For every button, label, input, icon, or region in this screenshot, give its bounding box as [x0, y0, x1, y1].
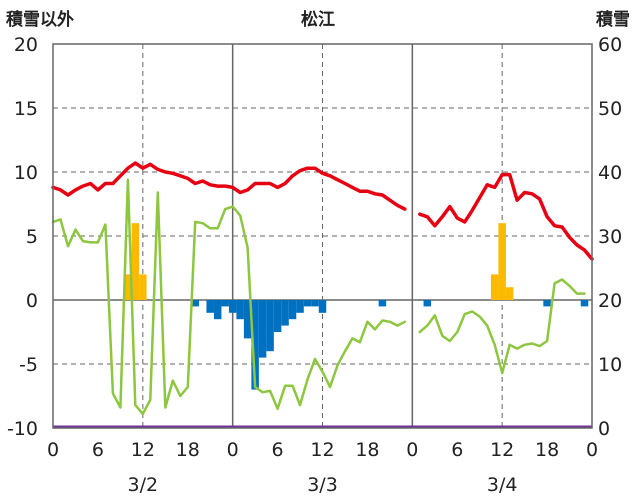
x-tick-label: 0 [586, 439, 598, 461]
right-tick-label: 60 [598, 34, 622, 56]
left-tick-label: 20 [14, 34, 38, 56]
right-tick-label: 40 [598, 162, 622, 184]
precip_neg_bar-bar [580, 300, 589, 307]
precip_neg_bar-bar [273, 300, 282, 332]
x-tick-label: 6 [92, 439, 104, 461]
right-tick-label: 20 [598, 290, 622, 312]
right-axis-ticks: 60 50 40 30 20 10 0 [598, 34, 622, 440]
right-axis-title: 積雪 [596, 9, 630, 30]
precip_neg_bar-bar [378, 300, 387, 307]
right-tick-label: 0 [598, 418, 610, 440]
snow_bar-bar [490, 274, 499, 300]
precip_neg_bar-bar [281, 300, 289, 326]
temperature-line [418, 172, 594, 261]
temperature-line [51, 161, 407, 211]
left-axis-ticks: 20 15 10 5 0 -5 -10 [7, 34, 38, 440]
precip_neg_bar-bar [266, 300, 274, 352]
x-tick-label: 18 [176, 439, 200, 461]
left-tick-label: 10 [14, 162, 38, 184]
precip_neg_bar-bar [243, 300, 252, 339]
precip_neg_bar-bar [303, 300, 312, 307]
precip_neg_bar-bar [423, 300, 432, 307]
precip_neg_bar-bar [258, 300, 267, 358]
left-tick-label: 15 [14, 98, 38, 120]
x-tick-label: 0 [227, 439, 239, 461]
date-labels: 3/2 3/3 3/4 [128, 474, 518, 496]
x-tick-label: 18 [535, 439, 559, 461]
precip_neg_bar-bar [311, 300, 319, 307]
precip_neg_bar-bar [213, 300, 222, 320]
precip_neg_bar-bar [191, 300, 199, 307]
humidity_line-line [418, 278, 586, 375]
snow_bar-bar [139, 274, 147, 300]
left-tick-label: -5 [19, 354, 38, 376]
precip_neg_bar-bar [296, 300, 304, 313]
snow_bar-bar [131, 223, 140, 300]
left-tick-label: 5 [26, 226, 38, 248]
date-label: 3/3 [307, 474, 338, 496]
precip_neg_bar-bar [318, 300, 327, 313]
x-tick-label: 0 [47, 439, 59, 461]
chart-title: 松江 [301, 9, 335, 30]
precip_neg_bar-bar [251, 300, 259, 390]
precip_neg_bar-bar [236, 300, 244, 320]
precip_neg_bar-bar [228, 300, 237, 313]
precip_neg_bar-bar [221, 300, 229, 307]
date-label: 3/4 [487, 474, 518, 496]
plot-area [51, 43, 594, 429]
right-tick-label: 30 [598, 226, 622, 248]
x-tick-label: 6 [451, 439, 463, 461]
plot-frame [52, 43, 593, 429]
x-tick-label: 18 [355, 439, 379, 461]
snow_bar-bar [505, 287, 514, 300]
right-tick-label: 50 [598, 98, 622, 120]
precip_neg_bar-bar [206, 300, 214, 313]
precip_neg_bar-bar [543, 300, 551, 307]
left-axis-title: 積雪以外 [6, 9, 74, 30]
precip_neg_bar-bar [288, 300, 297, 320]
snow_bar-bar [498, 223, 506, 300]
x-tick-label: 12 [310, 439, 334, 461]
date-label: 3/2 [128, 474, 159, 496]
left-tick-label: -10 [7, 418, 38, 440]
left-tick-label: 0 [26, 290, 38, 312]
x-axis-ticks: 0 6 12 18 0 6 12 18 0 6 12 18 0 [47, 439, 598, 461]
humidity_line-line [51, 178, 407, 416]
x-tick-label: 12 [490, 439, 514, 461]
snow_bar-bar [124, 274, 132, 300]
right-tick-label: 10 [598, 354, 622, 376]
x-tick-label: 0 [406, 439, 418, 461]
x-tick-label: 12 [131, 439, 155, 461]
x-tick-label: 6 [272, 439, 284, 461]
